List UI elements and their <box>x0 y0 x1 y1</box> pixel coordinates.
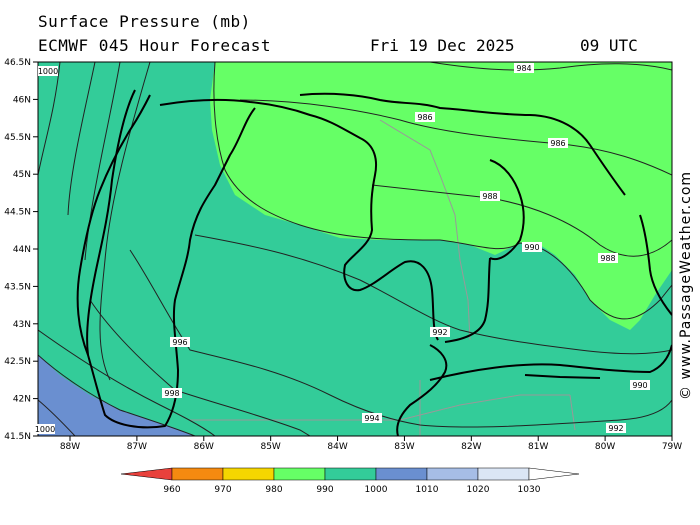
lat-label: 42N <box>13 395 31 405</box>
legend-arrow-low <box>120 467 173 481</box>
svg-text:988: 988 <box>600 254 615 263</box>
isobar-label: 1000 <box>35 424 55 434</box>
lat-label: 42.5N <box>4 357 31 367</box>
legend-swatch <box>477 467 530 481</box>
isobar-label: 992 <box>430 327 450 337</box>
isobar-label: 990 <box>630 380 650 390</box>
legend-arrow-high <box>528 467 580 481</box>
lon-label: 81W <box>528 442 548 452</box>
lon-label: 80W <box>595 442 615 452</box>
svg-text:984: 984 <box>516 64 531 73</box>
legend-label: 970 <box>214 485 231 495</box>
svg-text:992: 992 <box>432 328 447 337</box>
credit-text: © www.PassageWeather.com <box>678 170 694 400</box>
svg-text:990: 990 <box>632 381 647 390</box>
map-title: Surface Pressure (mb) <box>38 12 251 31</box>
lat-label: 46.5N <box>4 58 31 68</box>
lat-label: 41.5N <box>4 432 31 442</box>
svg-text:992: 992 <box>608 424 623 433</box>
lon-label: 84W <box>327 442 347 452</box>
valid-time: 09 UTC <box>580 36 638 55</box>
legend-label: 960 <box>163 485 180 495</box>
isobar-label: 986 <box>548 138 568 148</box>
isobar-label: 992 <box>606 423 626 433</box>
isobar-label: 996 <box>170 337 190 347</box>
lat-label: 43.5N <box>4 282 31 292</box>
isobar-labels: 984 986 986 988 988 990 990 992 992 994 996 998 1000… <box>35 63 650 434</box>
isobar-label: 984 <box>514 63 534 73</box>
legend-label: 980 <box>265 485 282 495</box>
isobar-label: 988 <box>480 191 500 201</box>
isobar-label: 998 <box>162 388 182 398</box>
svg-text:994: 994 <box>364 414 379 423</box>
legend-swatch <box>222 467 275 481</box>
political-borders <box>190 119 576 436</box>
legend-label: 1020 <box>467 485 490 495</box>
lon-label: 85W <box>260 442 280 452</box>
valid-date: Fri 19 Dec 2025 <box>370 36 515 55</box>
model-forecast-line: ECMWF 045 Hour Forecast <box>38 36 272 55</box>
lon-label: 88W <box>60 442 80 452</box>
svg-text:996: 996 <box>172 338 187 347</box>
lon-label: 87W <box>127 442 147 452</box>
legend-swatch <box>426 467 479 481</box>
lon-label: 79W <box>662 442 682 452</box>
lon-label: 82W <box>461 442 481 452</box>
lat-label: 45N <box>13 170 31 180</box>
lon-label: 86W <box>194 442 214 452</box>
longitude-axis: 88W 87W 86W 85W 84W 83W 82W 81W 80W 79W <box>60 436 682 452</box>
lat-label: 46N <box>13 95 31 105</box>
legend-label: 1000 <box>365 485 388 495</box>
legend-label: 1030 <box>518 485 541 495</box>
latitude-axis: 46.5N 46N 45.5N 45N 44.5N 44N 43.5N 43N 42.5N 42N… <box>4 58 38 442</box>
svg-text:986: 986 <box>417 113 432 122</box>
lat-label: 44.5N <box>4 208 31 218</box>
svg-text:990: 990 <box>524 243 539 252</box>
lat-label: 43N <box>13 320 31 330</box>
svg-text:1000: 1000 <box>35 425 55 434</box>
legend-swatch <box>375 467 428 481</box>
band-980-990 <box>210 62 672 330</box>
isobar-label: 986 <box>415 112 435 122</box>
legend-label: 990 <box>316 485 333 495</box>
lat-label: 44N <box>13 245 31 255</box>
band-1000-1010 <box>38 355 195 436</box>
isobar-label: 1000 <box>38 66 58 76</box>
svg-text:988: 988 <box>482 192 497 201</box>
coastlines <box>76 89 672 436</box>
svg-text:986: 986 <box>550 139 565 148</box>
svg-text:998: 998 <box>164 389 179 398</box>
legend-label: 1010 <box>416 485 439 495</box>
svg-text:1000: 1000 <box>38 67 58 76</box>
isobar-label: 994 <box>362 413 382 423</box>
legend-swatch <box>273 467 326 481</box>
legend-swatch <box>324 467 377 481</box>
legend-swatch <box>171 467 224 481</box>
isobar-label: 988 <box>598 253 618 263</box>
isobar-label: 990 <box>522 242 542 252</box>
lat-label: 45.5N <box>4 133 31 143</box>
colour-legend: 960 970 980 990 1000 1010 1020 1030 <box>120 467 580 495</box>
lon-label: 83W <box>394 442 414 452</box>
